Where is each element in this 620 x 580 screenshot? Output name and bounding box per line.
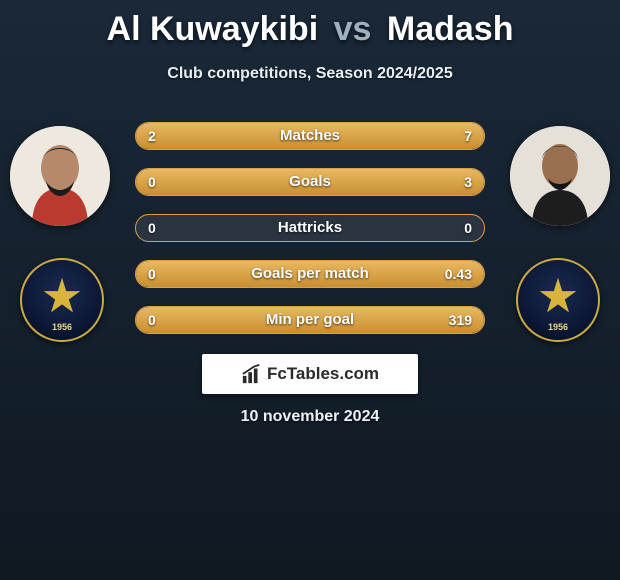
stat-value-right: 7 (464, 123, 472, 149)
date-line: 10 november 2024 (0, 408, 620, 426)
page-title: Al Kuwaykibi vs Madash (0, 0, 620, 49)
stat-value-right: 319 (449, 307, 472, 333)
person-icon (10, 126, 110, 226)
person-icon (510, 126, 610, 226)
club-year: 1956 (518, 322, 598, 332)
stat-label: Hattricks (136, 215, 484, 241)
stat-row: 2Matches7 (135, 122, 485, 150)
player1-club-badge: 1956 (20, 258, 104, 342)
stat-row: 0Hattricks0 (135, 214, 485, 242)
subtitle: Club competitions, Season 2024/2025 (0, 65, 620, 83)
brand-label: FcTables.com (267, 364, 379, 384)
player1-avatar (10, 126, 110, 226)
stat-row: 0Min per goal319 (135, 306, 485, 334)
player2-club-badge: 1956 (516, 258, 600, 342)
club-year: 1956 (22, 322, 102, 332)
brand-box[interactable]: FcTables.com (202, 354, 418, 394)
stat-value-right: 0.43 (445, 261, 472, 287)
stat-value-right: 3 (464, 169, 472, 195)
stat-label: Goals per match (136, 261, 484, 287)
stats-block: 2Matches70Goals30Hattricks00Goals per ma… (135, 122, 485, 352)
player2-avatar (510, 126, 610, 226)
stat-row: 0Goals3 (135, 168, 485, 196)
stat-value-right: 0 (464, 215, 472, 241)
stat-label: Matches (136, 123, 484, 149)
chart-icon (241, 363, 263, 385)
stat-label: Min per goal (136, 307, 484, 333)
stat-row: 0Goals per match0.43 (135, 260, 485, 288)
title-player2: Madash (387, 10, 514, 48)
stat-label: Goals (136, 169, 484, 195)
title-vs: vs (334, 10, 372, 48)
title-player1: Al Kuwaykibi (107, 10, 319, 48)
